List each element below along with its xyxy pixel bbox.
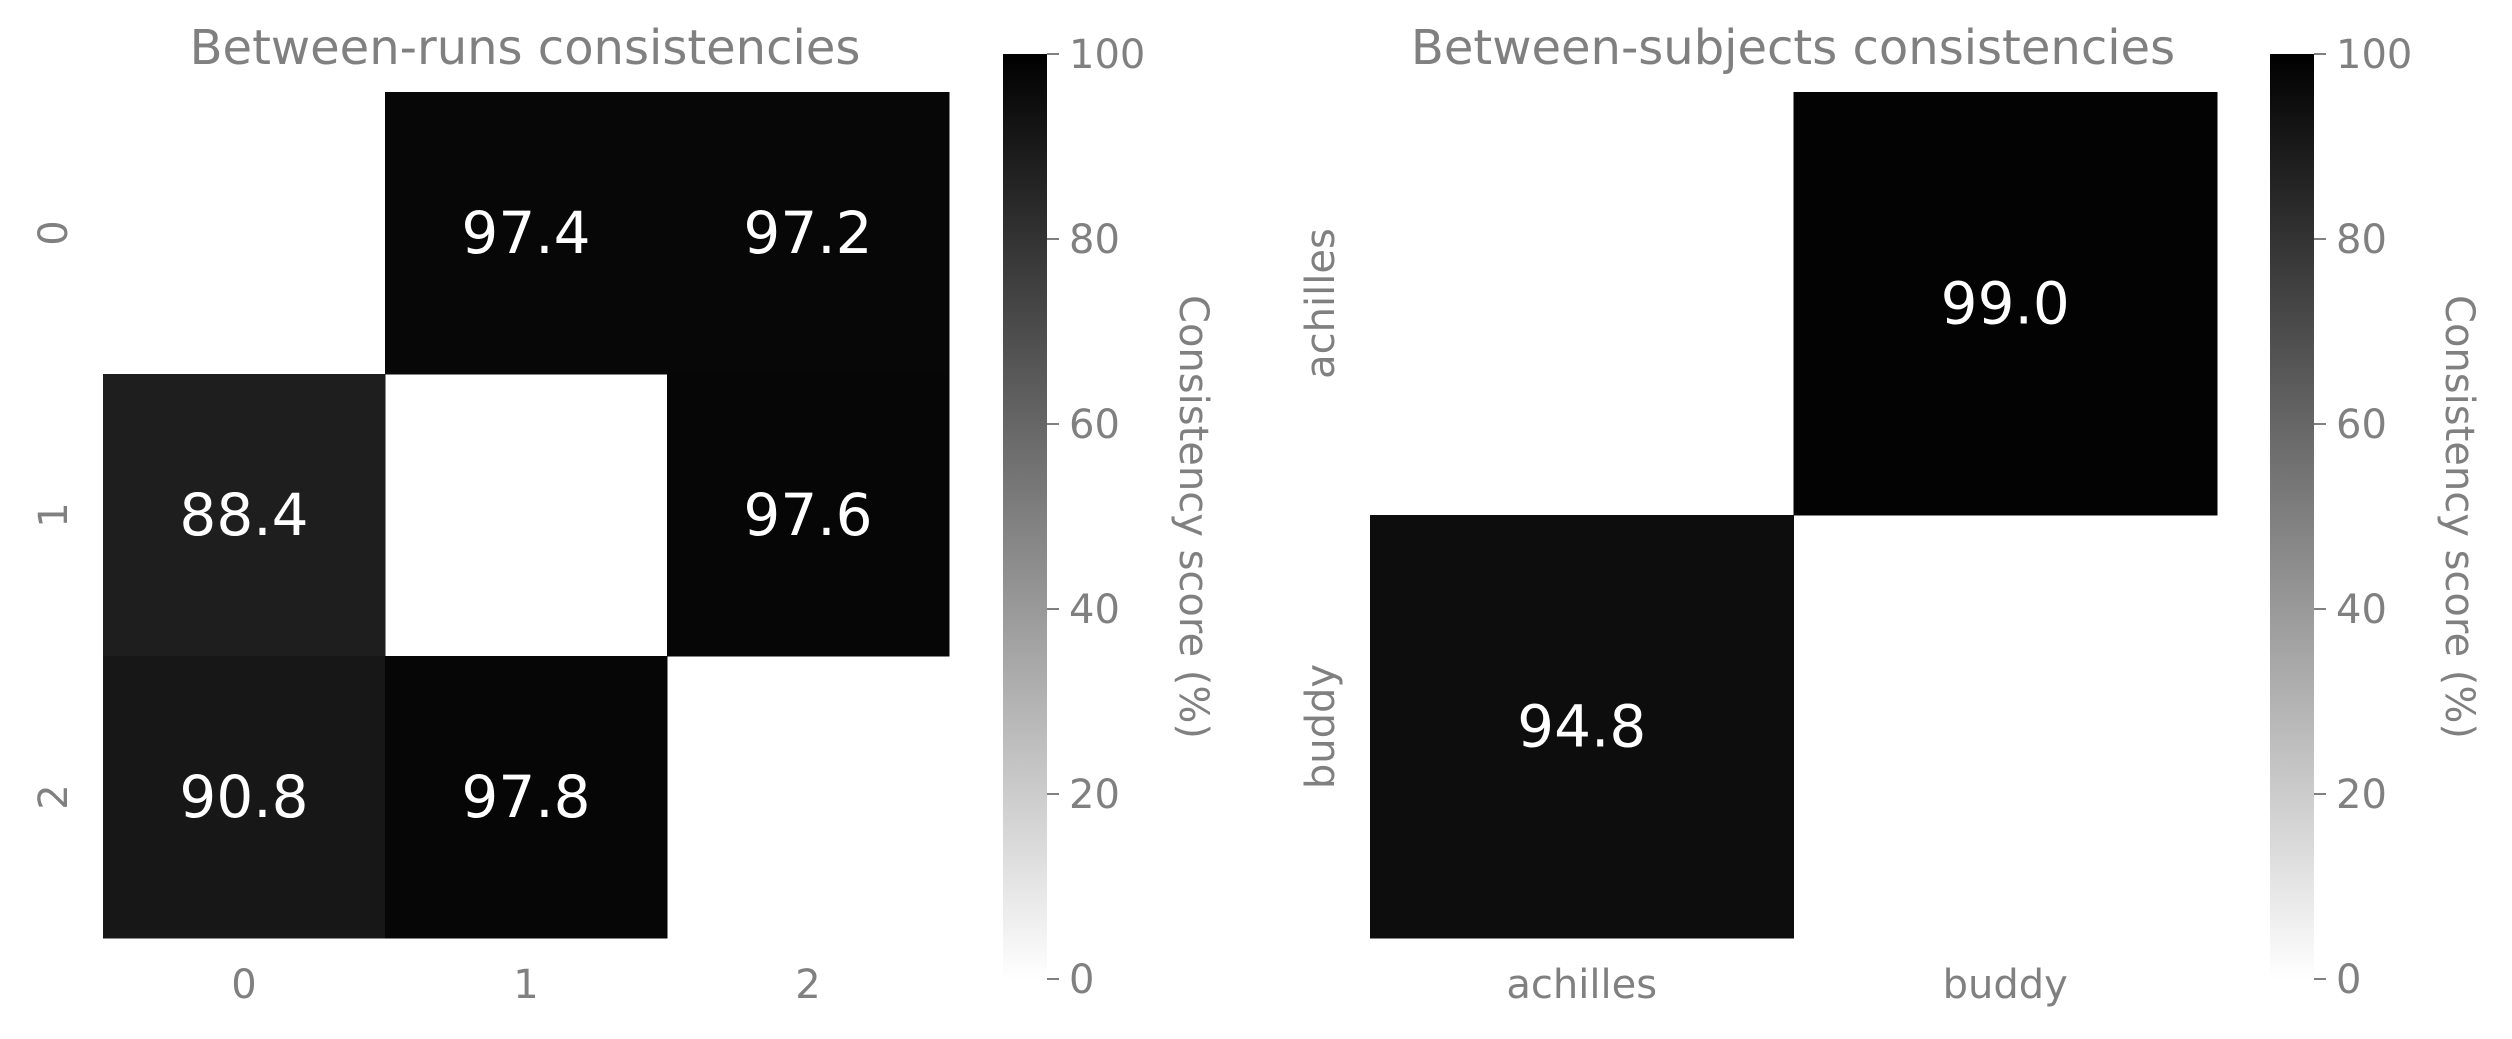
colorbar-tick-label: 80 (1069, 217, 1120, 263)
colorbar-tick-label: 100 (2336, 32, 2412, 78)
colorbar-tick-label: 20 (2336, 772, 2387, 818)
y-tick-labels: 0 1 2 (31, 220, 77, 809)
y-tick-label: 0 (31, 220, 77, 245)
colorbar-ticks: 0 20 40 60 80 100 (1047, 32, 1145, 1003)
chart-title: Between-subjects consistencies (1411, 20, 2175, 76)
cell-value-label: 97.8 (461, 763, 590, 831)
y-tick-label: 1 (31, 502, 77, 527)
colorbar-gradient (1003, 54, 1047, 979)
heatmap-panel-runs: Between-runs consistencies 97.4 97.288.4 9… (31, 20, 950, 1008)
colorbar-label: Consistency score (%) (2436, 295, 2482, 739)
colorbar-tick-label: 60 (2336, 402, 2387, 448)
x-tick-label: 1 (513, 962, 538, 1008)
x-tick-labels: 0 1 2 (231, 962, 820, 1008)
x-tick-label: 0 (231, 962, 256, 1008)
chart-title: Between-runs consistencies (190, 20, 861, 76)
heatmap-cell (1793, 92, 2218, 516)
x-tick-labels: achilles buddy (1506, 962, 2067, 1008)
heatmap-cell (385, 656, 668, 939)
colorbar-gradient (2270, 54, 2314, 979)
y-tick-labels: achilles buddy (1298, 228, 1344, 789)
colorbar-tick-label: 60 (1069, 402, 1120, 448)
x-tick-label: 2 (795, 962, 820, 1008)
colorbar-tick-label: 80 (2336, 217, 2387, 263)
y-tick-label: buddy (1298, 664, 1344, 789)
heatmap-cell (103, 374, 386, 657)
heatmap-cell (103, 656, 386, 939)
cell-value-label: 97.2 (743, 199, 872, 267)
colorbar-tick-label: 0 (2336, 957, 2361, 1003)
x-tick-label: buddy (1943, 962, 2068, 1008)
cell-value-label: 97.6 (743, 481, 872, 549)
heatmap-cell (667, 374, 950, 657)
y-tick-label: 2 (31, 784, 77, 809)
x-tick-label: achilles (1506, 962, 1657, 1008)
heatmap-cell (667, 92, 950, 375)
colorbar-subjects: 0 20 40 60 80 100 Consistency score (%) (2270, 32, 2482, 1003)
colorbar-ticks: 0 20 40 60 80 100 (2314, 32, 2412, 1003)
colorbar-tick-label: 40 (1069, 587, 1120, 633)
cell-value-label: 99.0 (1941, 270, 2070, 338)
heatmap-cells: 97.4 97.2 88.4 97.6 90.8 97.8 (103, 92, 950, 939)
colorbar-runs: 0 20 40 60 80 100 Consistency score (%) (1003, 32, 1216, 1003)
colorbar-label: Consistency score (%) (1170, 295, 1216, 739)
colorbar-tick-label: 20 (1069, 772, 1120, 818)
colorbar-tick-label: 0 (1069, 957, 1094, 1003)
y-tick-label: achilles (1298, 228, 1344, 379)
cell-value-label: 97.4 (461, 199, 590, 267)
colorbar-tick-label: 40 (2336, 587, 2387, 633)
heatmap-cell (385, 92, 668, 375)
cell-value-label: 88.4 (179, 481, 308, 549)
colorbar-tick-label: 100 (1069, 32, 1145, 78)
cell-value-label: 90.8 (179, 763, 308, 831)
cell-value-label: 94.8 (1517, 693, 1646, 761)
heatmap-panel-subjects: Between-subjects consistencies 99.094.8 … (1298, 20, 2218, 1008)
heatmap-cell (1370, 515, 1794, 939)
heatmap-cells: 99.0 94.8 (1370, 92, 2218, 939)
